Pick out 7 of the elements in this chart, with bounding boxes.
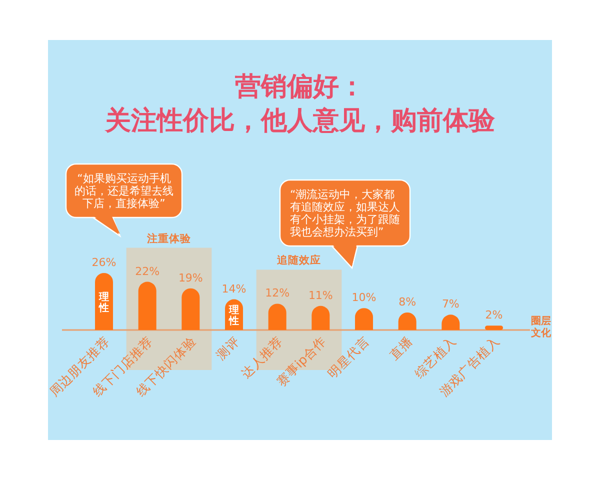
annotation: 圈层文化	[531, 316, 551, 339]
annotation: 理性	[99, 292, 109, 314]
subtitle: 关注性价比，他人意见，购前体验	[105, 106, 495, 136]
annotation: “如果购买运动手机的话，还是希望去线下店，直接体验”	[74, 172, 174, 210]
annotation: 理性	[229, 305, 239, 328]
annotation: “潮流运动中，大家都有追随效应，如果达人有个小挂架，为了跟随我也会想办法买到”	[290, 188, 400, 238]
title: 营销偏好：	[235, 72, 365, 102]
